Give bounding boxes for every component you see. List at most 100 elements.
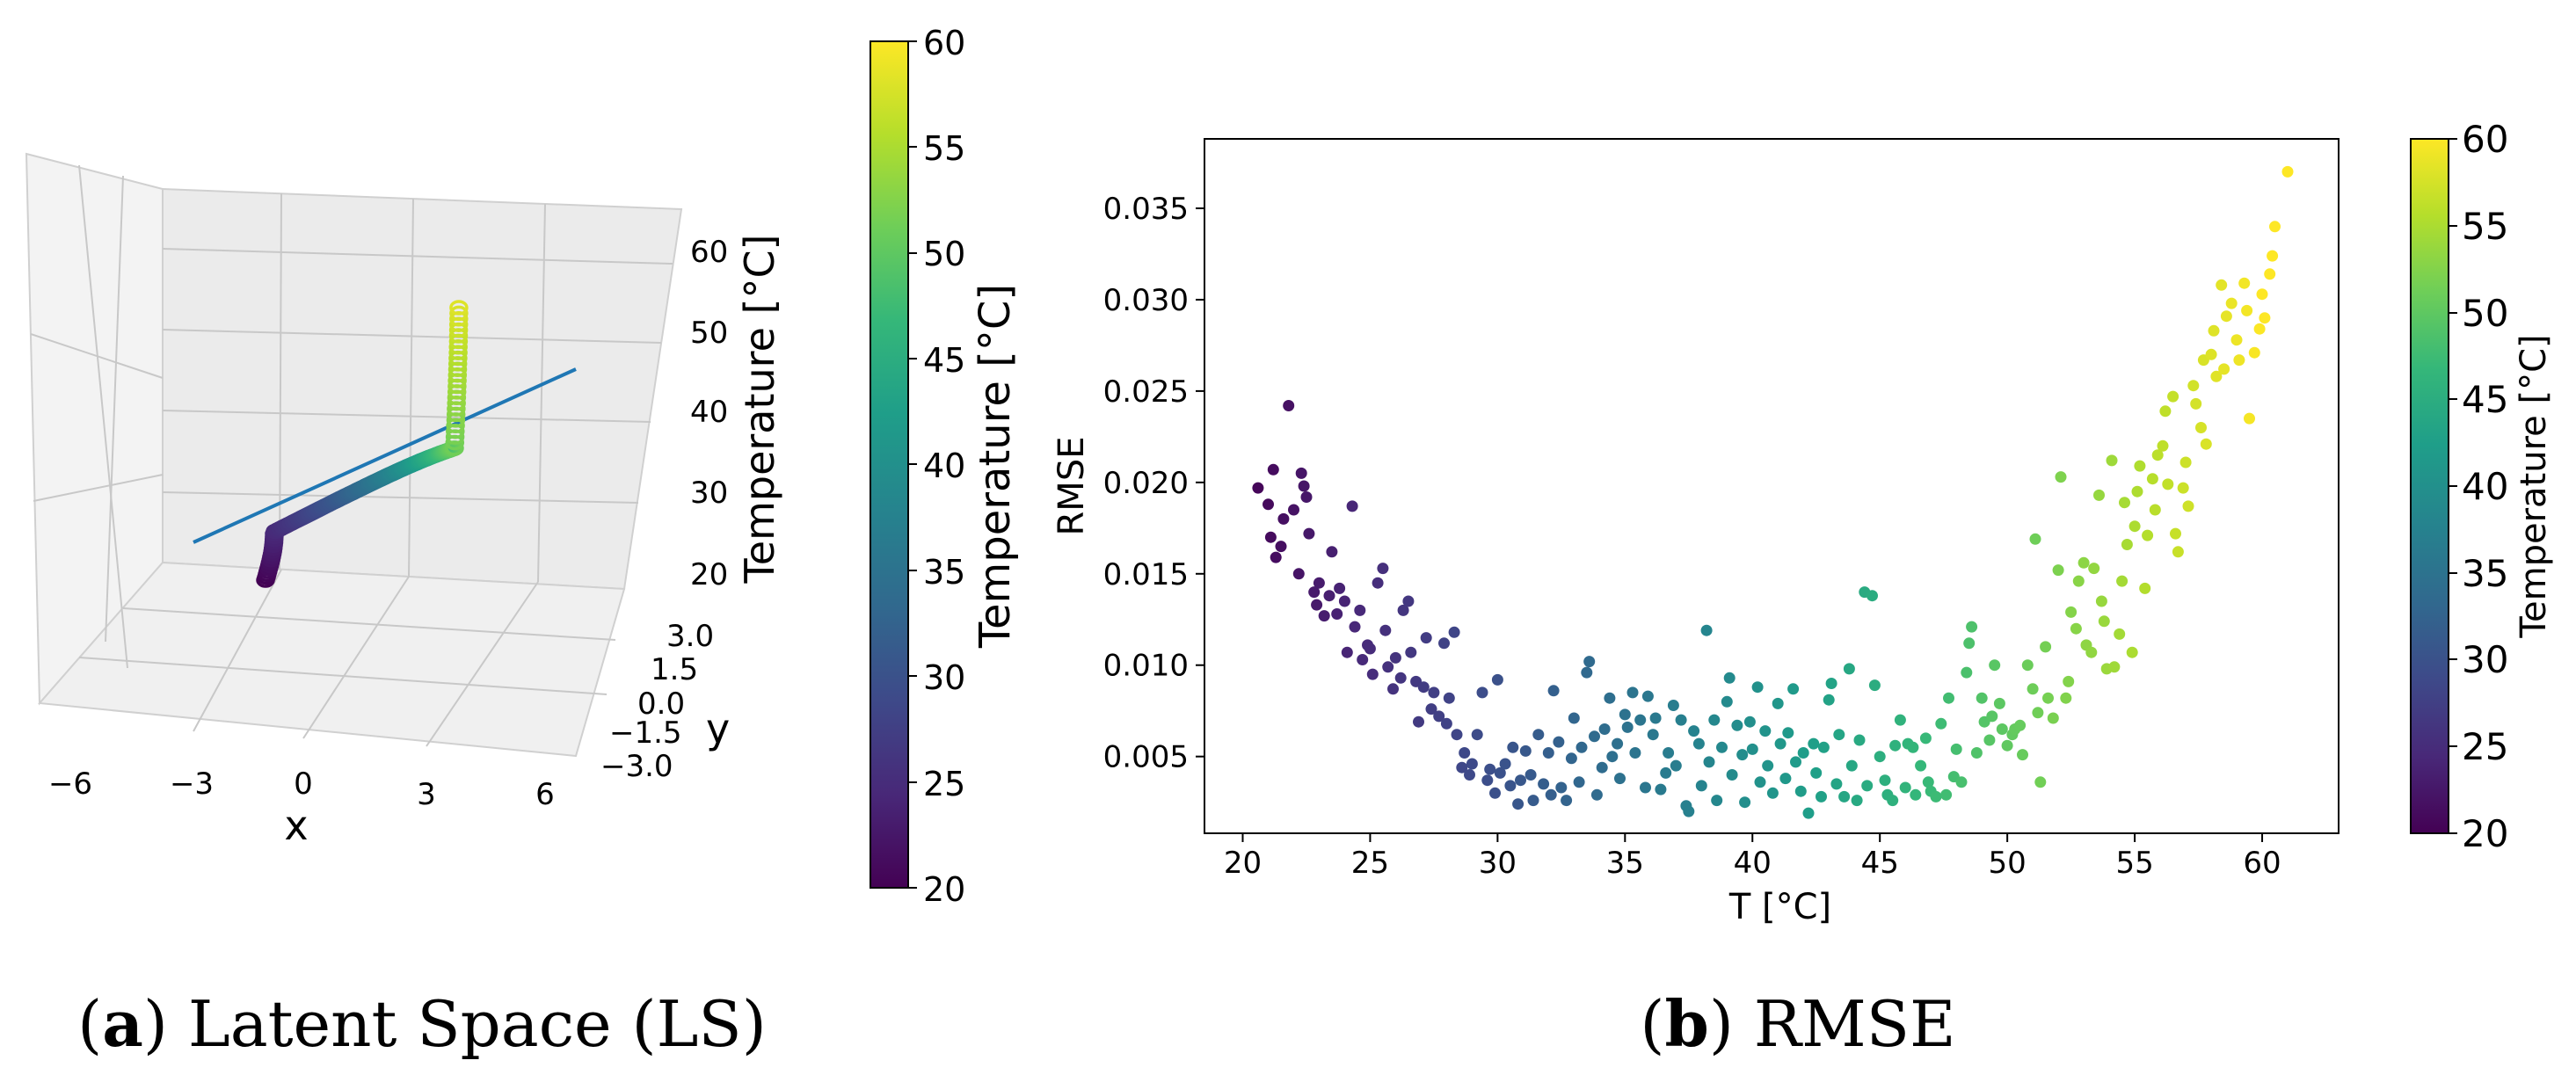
colorbar-b: 60 55 50 45 40 35 30 25 20 Temperature […	[2410, 118, 2554, 855]
scatter-point	[1326, 546, 1338, 558]
scatter-point	[2042, 692, 2054, 704]
scatter-point	[1604, 692, 1616, 704]
scatter-point	[1519, 745, 1532, 757]
scatter-point	[1899, 781, 1911, 794]
scatter-point	[1647, 729, 1659, 741]
z-tick: 40	[690, 395, 728, 430]
scatter-point	[2170, 527, 2181, 540]
scatter-point	[1524, 769, 1537, 781]
scatter-point	[2085, 646, 2098, 658]
cbar-b-label: Temperature [°C]	[2514, 334, 2554, 638]
scatter-point	[1779, 773, 1792, 785]
scatter-point	[1494, 766, 1506, 779]
scatter-point	[1670, 759, 1682, 772]
scatter-point	[2116, 575, 2128, 587]
scatter-point	[1723, 672, 1736, 684]
x-tick-label: 35	[1606, 846, 1644, 881]
scatter-point	[1716, 741, 1728, 753]
cbar-a-tick: 20	[923, 870, 965, 909]
scatter-point	[1695, 780, 1707, 792]
scatter-point	[1491, 673, 1503, 686]
scatter-point	[1443, 692, 1455, 704]
scatter-point	[1989, 659, 2001, 672]
y-tick-label: 0.010	[1103, 649, 1189, 684]
cbar-a-tick: 25	[923, 765, 965, 803]
y-tick-label: 0.025	[1103, 374, 1189, 410]
x-tick-label: 55	[2115, 846, 2153, 881]
scatter-point	[1751, 681, 1764, 694]
scatter-point	[1448, 626, 1460, 638]
scatter-point	[1634, 714, 1647, 726]
scatter-point	[1323, 590, 1335, 602]
scatter-point	[1573, 776, 1585, 788]
scatter-point	[1621, 721, 1634, 733]
scatter-point	[1731, 719, 1743, 731]
scatter-point	[1817, 741, 1830, 753]
scatter-point	[1589, 730, 1600, 743]
scatter-point	[2047, 712, 2059, 724]
scatter-point	[2098, 615, 2110, 628]
scatter-point	[2017, 749, 2028, 761]
x-tick-label: 30	[1479, 846, 1517, 881]
scatter-point	[1619, 708, 1631, 721]
scatter-point	[1943, 692, 1954, 704]
scatter-point	[2060, 692, 2072, 704]
scatter-point	[2233, 354, 2245, 367]
scatter-point	[2001, 739, 2013, 752]
scatter-point	[1825, 678, 1837, 689]
scatter-point	[1389, 651, 1401, 664]
scatter-point	[2032, 707, 2044, 719]
scatter-point	[1922, 776, 1934, 788]
scatter-point	[1833, 729, 1845, 741]
x-tick: 0	[294, 766, 313, 802]
scatter-point	[1354, 604, 1366, 616]
scatter-point	[1292, 568, 1305, 580]
scatter-point	[2225, 297, 2238, 309]
panel-a-3d-plot: 60 50 40 30 20 Temperature [°C] 3.0 1.5 …	[25, 152, 783, 849]
scatter-point	[1867, 590, 1878, 602]
scatter-point	[1295, 467, 1307, 479]
scatter-point	[1667, 700, 1679, 711]
scatter-point	[2238, 277, 2251, 289]
scatter-point	[1986, 710, 1998, 723]
scatter-point	[2256, 288, 2268, 301]
scatter-point	[1861, 780, 1874, 792]
scatter-point	[1810, 766, 1823, 779]
scatter-point	[1346, 500, 1358, 512]
scatter-point	[1961, 666, 1973, 679]
cbar-a-tick: 30	[923, 658, 965, 697]
scatter-point	[1267, 463, 1279, 476]
scatter-point	[1772, 697, 1784, 709]
scatter-point	[1456, 761, 1468, 774]
scatter-point	[1394, 672, 1407, 684]
scatter-point	[1759, 725, 1772, 737]
scatter-point	[1555, 781, 1568, 794]
scatter-point	[2126, 646, 2138, 658]
x-tick-label: 40	[1734, 846, 1772, 881]
y-axis-label-b: RMSE	[1052, 437, 1092, 536]
scatter-point	[1308, 586, 1321, 599]
scatter-point	[1504, 780, 1517, 792]
scatter-point	[1298, 480, 1310, 492]
scatter-point	[1838, 790, 1851, 803]
scatter-point	[1561, 795, 1573, 807]
y-tick: −1.5	[609, 715, 682, 751]
scatter-point	[2014, 719, 2027, 731]
cbar-a-tick: 40	[923, 447, 965, 485]
scatter-point	[2210, 370, 2223, 382]
scatter-point	[1377, 563, 1389, 575]
scatter-point	[1596, 761, 1608, 774]
latent-trajectory	[256, 300, 469, 588]
scatter-point	[2119, 497, 2130, 509]
scatter-point	[2055, 471, 2067, 483]
scatter-point	[1970, 747, 1983, 759]
scatter-point	[2264, 268, 2276, 280]
z-axis-label: Temperature [°C]	[736, 234, 783, 584]
scatter-point	[1797, 747, 1809, 759]
scatter-point	[2070, 622, 2082, 635]
scatter-point	[1275, 541, 1287, 553]
scatter-point	[1868, 679, 1881, 692]
scatter-point	[1338, 595, 1350, 607]
scatter-point	[1553, 736, 1565, 748]
caption-a: (a) Latent Space (LS)	[77, 986, 767, 1061]
